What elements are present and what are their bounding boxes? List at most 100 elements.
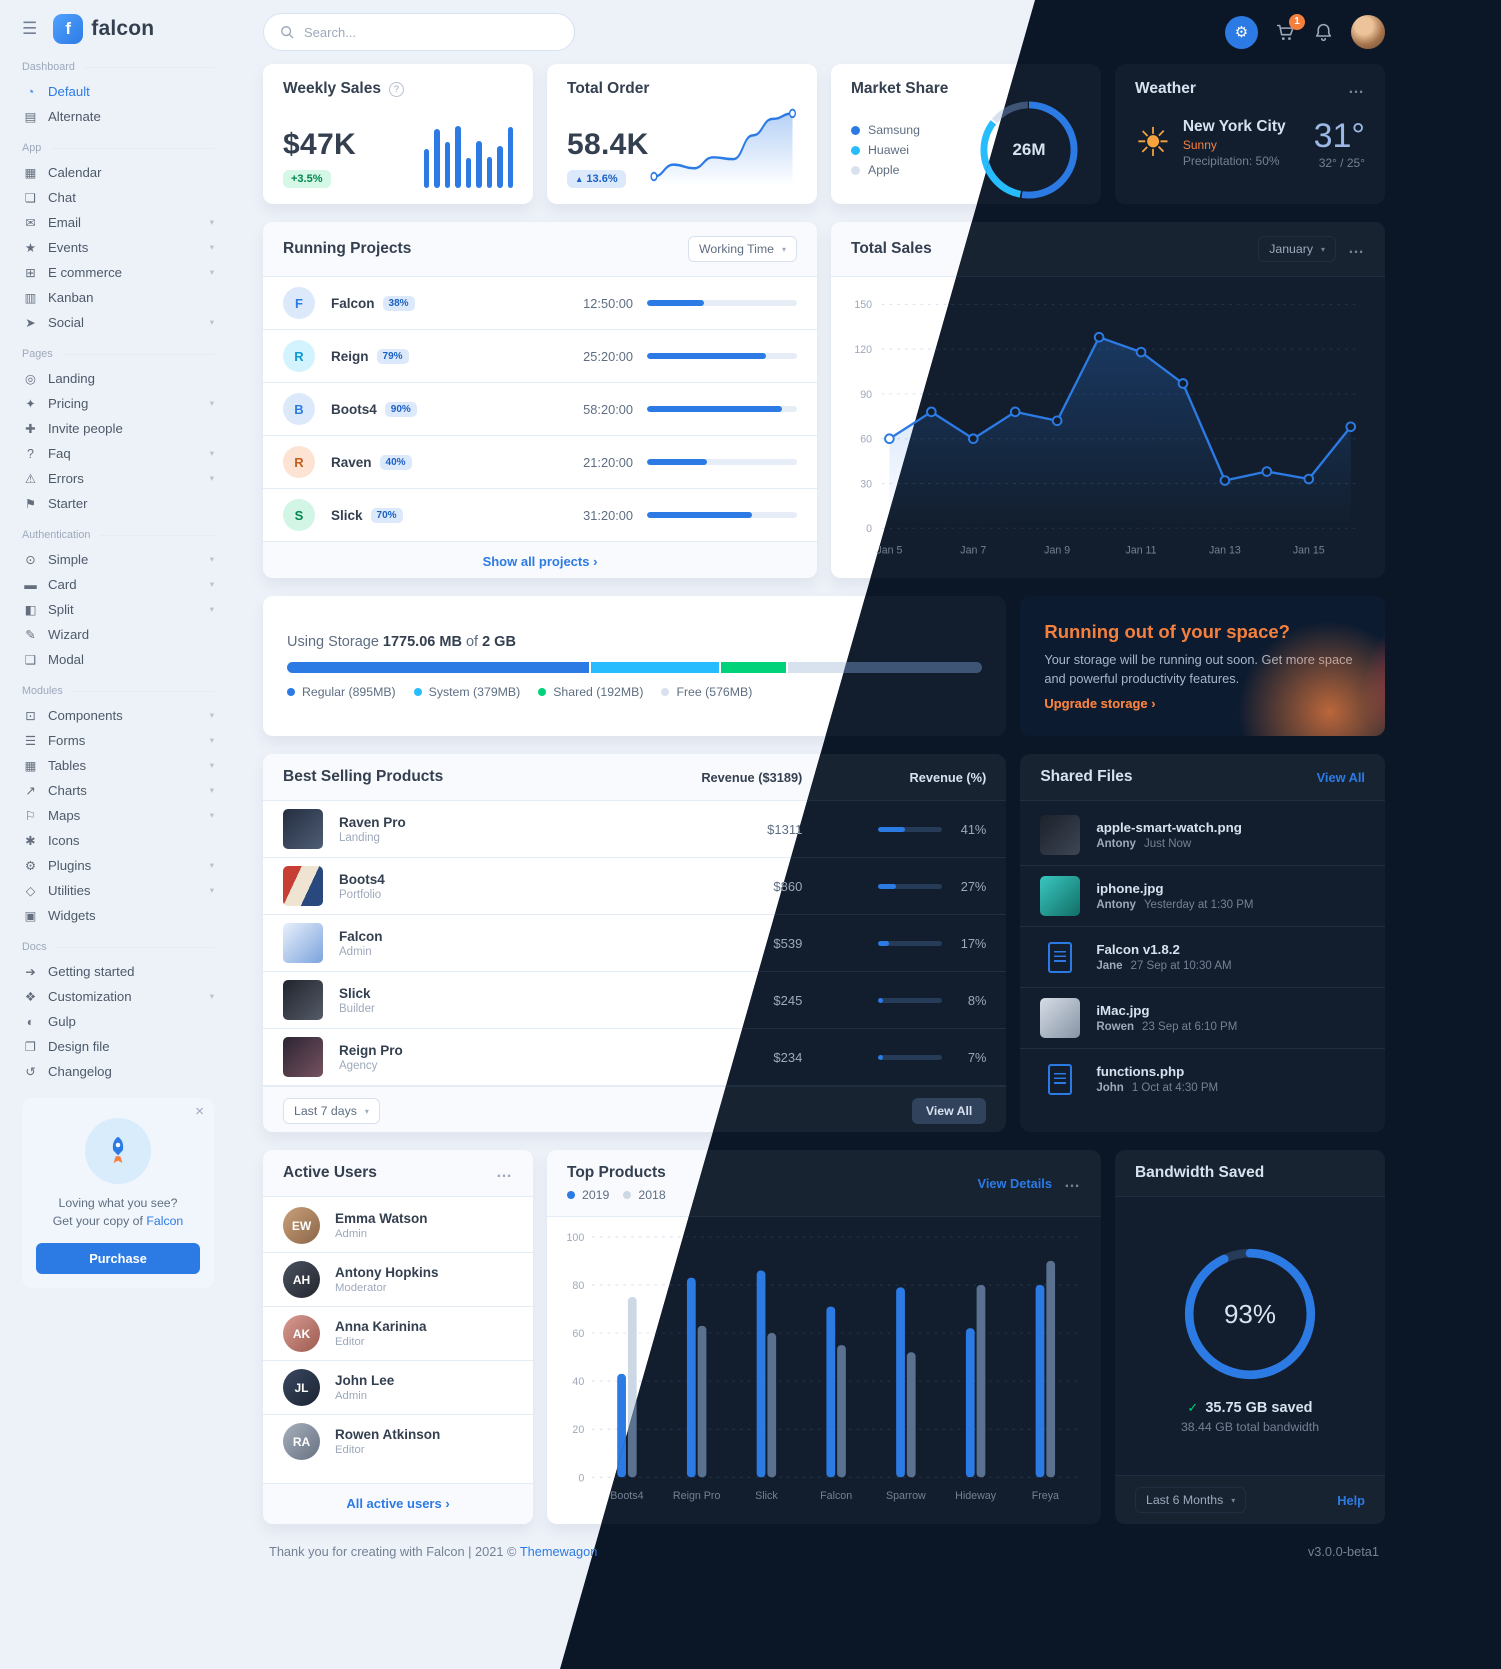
- search-box[interactable]: [263, 13, 575, 51]
- sidebar-item-customization[interactable]: ❖ Customization ▾: [22, 984, 214, 1009]
- user-row: RA Rowen Atkinson Editor: [263, 1415, 533, 1468]
- sidebar-item-split[interactable]: ◧ Split ▾: [22, 597, 214, 622]
- product-name-link[interactable]: Reign Pro: [339, 1042, 403, 1058]
- chevron-down-icon: ▾: [1231, 1495, 1236, 1505]
- card-menu-button[interactable]: …: [1348, 240, 1365, 257]
- file-name-link[interactable]: apple-smart-watch.png: [1096, 820, 1242, 835]
- sidebar-item-default[interactable]: ◔ Default: [22, 79, 214, 104]
- settings-gear-button[interactable]: ⚙: [1225, 15, 1258, 49]
- bandwidth-percent: 93%: [1223, 1298, 1276, 1329]
- falcon-copy-link[interactable]: Falcon: [146, 1214, 184, 1229]
- sidebar-item-starter[interactable]: ⚑ Starter: [22, 491, 214, 516]
- all-active-users-link[interactable]: All active users ›: [346, 1496, 450, 1511]
- user-name-link[interactable]: Rowen Atkinson: [335, 1427, 441, 1442]
- sidebar-item-social[interactable]: ➤ Social ▾: [22, 310, 214, 335]
- sidebar-item-tables[interactable]: ▦ Tables ▾: [22, 753, 214, 778]
- project-name-link[interactable]: Boots4: [331, 401, 377, 417]
- arrow-up-icon: ▲: [575, 174, 584, 184]
- sidebar-item-icons[interactable]: ✱ Icons: [22, 828, 214, 853]
- file-name-link[interactable]: Falcon v1.8.2: [1096, 942, 1180, 957]
- bar-chart-icon: ▤: [24, 110, 37, 124]
- sidebar-item-pricing[interactable]: ✦ Pricing ▾: [22, 391, 214, 416]
- sidebar-item-kanban[interactable]: ▥ Kanban: [22, 285, 214, 310]
- sidebar-item-plugins[interactable]: ⚙ Plugins ▾: [22, 853, 214, 878]
- sidebar-item-maps[interactable]: ⚐ Maps ▾: [22, 803, 214, 828]
- sidebar-item-alternate[interactable]: ▤ Alternate: [22, 104, 214, 129]
- purchase-button[interactable]: Purchase: [36, 1242, 200, 1274]
- user-name-link[interactable]: John Lee: [335, 1373, 395, 1388]
- themewagon-link[interactable]: Themewagon: [519, 1544, 598, 1559]
- search-input[interactable]: [302, 23, 558, 41]
- notifications-bell-button[interactable]: [1313, 22, 1334, 43]
- file-name-link[interactable]: iMac.jpg: [1096, 1003, 1150, 1018]
- sidebar-item-events[interactable]: ★ Events ▾: [22, 235, 214, 260]
- upgrade-storage-link[interactable]: Upgrade storage ›: [1044, 696, 1156, 712]
- sidebar-item-design-file[interactable]: ❐ Design file: [22, 1034, 214, 1059]
- show-all-projects-link[interactable]: Show all projects ›: [482, 554, 598, 569]
- upgrade-storage-link[interactable]: Upgrade storage ›: [1044, 696, 1156, 712]
- sidebar-item-email[interactable]: ✉ Email ▾: [22, 210, 214, 235]
- project-row: F Falcon 38% 12:50:00: [263, 277, 817, 330]
- sidebar-item-components[interactable]: ⊡ Components ▾: [22, 703, 214, 728]
- project-name-link[interactable]: Slick: [331, 507, 363, 523]
- menu-toggle-button[interactable]: ☰: [22, 19, 38, 38]
- sidebar-item-utilities[interactable]: ◇ Utilities ▾: [22, 878, 214, 903]
- user-name-link[interactable]: Emma Watson: [335, 1211, 428, 1226]
- sidebar-item-widgets[interactable]: ▣ Widgets: [22, 903, 214, 928]
- sidebar-item-invite-people[interactable]: ✚ Invite people: [22, 416, 214, 441]
- sidebar-item-errors[interactable]: ⚠ Errors ▾: [22, 466, 214, 491]
- date-range-select[interactable]: Last 7 days ▾: [283, 1098, 380, 1124]
- product-name-link[interactable]: Raven Pro: [339, 814, 406, 830]
- palette-icon: ❖: [24, 990, 37, 1004]
- rocket-icon: [112, 1136, 124, 1163]
- file-name-link[interactable]: functions.php: [1096, 1064, 1185, 1079]
- sidebar-item-gulp[interactable]: ◐ Gulp: [22, 1009, 214, 1034]
- project-avatar: B: [283, 393, 315, 425]
- card-menu-button[interactable]: …: [1063, 1174, 1081, 1191]
- sidebar-item-simple[interactable]: ⊙ Simple ▾: [22, 547, 214, 572]
- cart-button[interactable]: 1: [1275, 13, 1305, 43]
- sidebar-item-wizard[interactable]: ✎ Wizard: [22, 622, 214, 647]
- user-name-link[interactable]: Anna Karinina: [335, 1319, 427, 1334]
- sidebar-item-card[interactable]: ▬ Card ▾: [22, 572, 214, 597]
- sidebar-item-forms[interactable]: ☰ Forms ▾: [22, 728, 214, 753]
- month-select[interactable]: January ▾: [1258, 236, 1336, 262]
- user-avatar[interactable]: [1351, 15, 1385, 49]
- product-thumbnail: [283, 923, 323, 963]
- weather-condition: Sunny: [1182, 138, 1217, 152]
- sidebar-item-calendar[interactable]: ▦ Calendar: [22, 160, 214, 185]
- sidebar-item-getting-started[interactable]: ➔ Getting started: [22, 959, 214, 984]
- sidebar-item-chat[interactable]: ❏ Chat: [22, 185, 214, 210]
- help-link[interactable]: Help: [1337, 1492, 1365, 1508]
- nav-item-label: Design file: [48, 1039, 110, 1054]
- sidebar-item-modal[interactable]: ❑ Modal: [22, 647, 214, 672]
- falcon-logo[interactable]: f falcon: [53, 14, 154, 44]
- project-name-link[interactable]: Raven: [331, 454, 372, 470]
- sidebar-item-ecommerce[interactable]: ⊞ E commerce ▾: [22, 260, 214, 285]
- sidebar-item-faq[interactable]: ? Faq ▾: [22, 441, 214, 466]
- project-name-link[interactable]: Reign: [331, 348, 369, 364]
- file-user: Antony: [1096, 899, 1136, 911]
- sidebar-item-changelog[interactable]: ↺ Changelog: [22, 1059, 214, 1084]
- sidebar-item-charts[interactable]: ↗ Charts ▾: [22, 778, 214, 803]
- sidebar-item-landing[interactable]: ◎ Landing: [22, 366, 214, 391]
- help-icon[interactable]: ?: [388, 81, 404, 97]
- view-details-link[interactable]: View Details: [977, 1175, 1052, 1191]
- close-icon[interactable]: ×: [195, 1103, 204, 1120]
- total-order-card: Total Order 58.4K ▲ 13.6%: [547, 64, 817, 204]
- user-name-link[interactable]: Antony Hopkins: [335, 1265, 439, 1280]
- period-select[interactable]: Last 6 Months ▾: [1134, 1487, 1247, 1513]
- product-name-link[interactable]: Falcon: [339, 928, 383, 944]
- project-name-link[interactable]: Falcon: [331, 295, 375, 311]
- card-menu-button[interactable]: …: [496, 1164, 513, 1181]
- project-progress-bar: [647, 406, 797, 412]
- product-name-link[interactable]: Slick: [339, 985, 371, 1001]
- working-time-select[interactable]: Working Time ▾: [688, 236, 797, 262]
- view-all-button[interactable]: View All: [911, 1098, 987, 1124]
- purchase-message-line2: Get your copy of Falcon: [52, 1214, 184, 1229]
- product-name-link[interactable]: Boots4: [339, 871, 385, 887]
- shared-files-view-all-link[interactable]: View All: [1316, 769, 1365, 785]
- product-revenue: $539: [773, 935, 803, 951]
- card-menu-button[interactable]: …: [1348, 80, 1365, 97]
- file-name-link[interactable]: iphone.jpg: [1096, 881, 1164, 896]
